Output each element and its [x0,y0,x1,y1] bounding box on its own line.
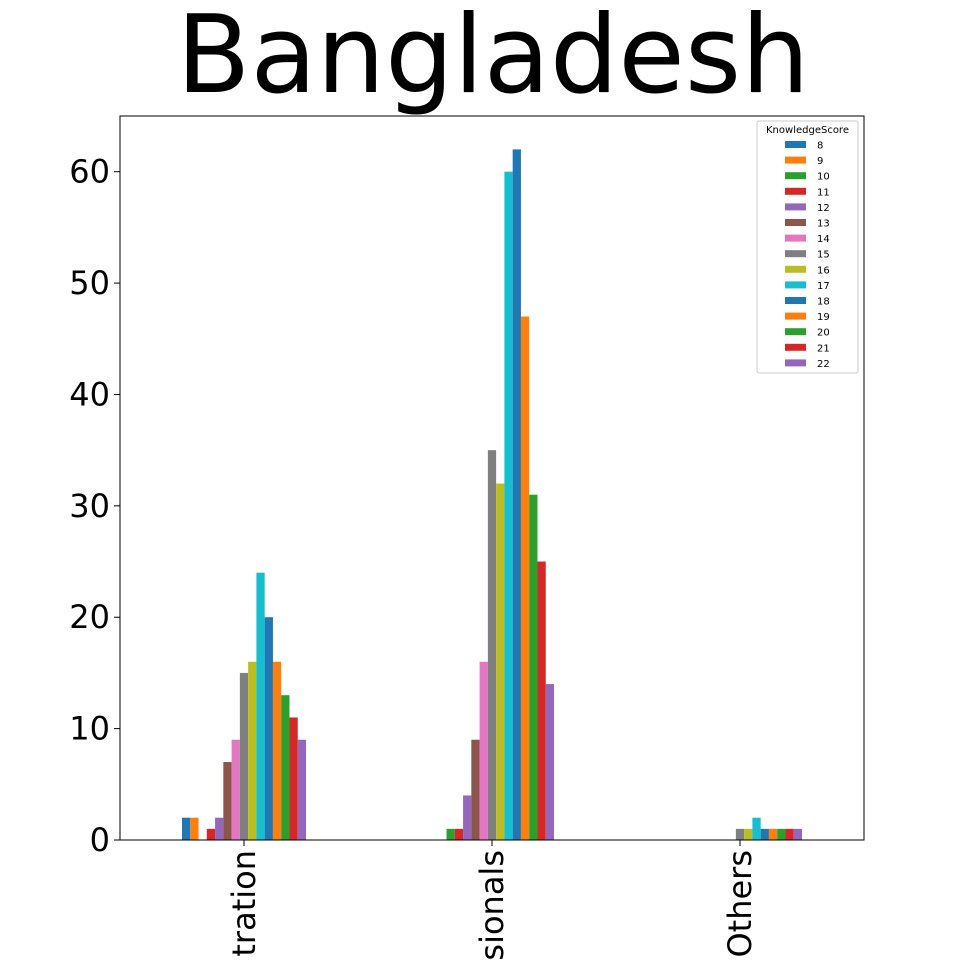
legend-label: 15 [817,250,830,261]
bar-sionals-score-14 [479,661,488,840]
y-axis: 0 10 20 30 40 50 60 [69,153,120,859]
legend-swatch [785,250,806,258]
legend-swatch [785,328,806,336]
legend-label: 8 [817,141,823,152]
bar-tration-score-8 [182,817,191,840]
legend-label: 11 [817,187,830,198]
bar-Others-score-19 [768,828,778,840]
legend-swatch [785,281,806,289]
bar-sionals-score-13 [471,739,480,840]
bar-tration-score-20 [281,695,290,840]
legend-swatch [785,203,806,211]
bar-Others-score-18 [760,828,769,840]
chart-title: Bangladesh [176,0,809,118]
bar-tration-score-18 [264,617,273,840]
legend-swatch [785,359,806,367]
bar-sionals-score-17 [504,171,513,840]
legend-label: 9 [817,156,823,167]
bar-sionals-score-21 [537,561,546,840]
legend: KnowledgeScore 8 9 10 11 12 13 14 15 16 17 18 19 20 2… [756,120,859,374]
y-tick-label: 40 [69,375,110,413]
legend-swatch [785,187,806,195]
legend-label: 17 [817,281,830,292]
bar-sionals-score-15 [487,450,497,840]
y-tick-label: 20 [69,598,110,636]
bars-group [182,149,802,841]
legend-swatch [785,141,806,148]
legend-label: 19 [817,312,830,323]
legend-box [756,120,859,374]
bar-tration-score-22 [297,739,306,840]
bar-sionals-score-12 [463,795,472,840]
bar-tration-score-12 [215,817,224,840]
legend-label: 20 [817,328,830,339]
x-tick-label: Others [721,850,759,958]
bar-sionals-score-16 [496,483,505,840]
bar-sionals-score-18 [512,149,521,841]
bar-Others-score-21 [785,828,794,840]
legend-swatch [785,312,806,320]
bar-Others-score-16 [744,828,753,840]
bar-Others-score-20 [777,828,786,840]
bar-tration-score-19 [272,661,282,840]
bar-Others-score-22 [793,828,802,840]
legend-items: 8 9 10 11 12 13 14 15 16 17 18 19 20 21 22 [785,141,830,370]
y-tick-label: 50 [69,264,110,302]
bar-tration-score-11 [206,828,216,840]
x-tick-label: sionals [473,850,511,960]
legend-swatch [785,265,806,273]
bar-sionals-score-22 [545,684,554,840]
legend-label: 12 [817,203,830,214]
legend-swatch [785,297,806,304]
legend-label: 22 [817,359,830,370]
y-tick-label: 30 [69,487,110,525]
legend-swatch [785,343,806,351]
legend-title: KnowledgeScore [766,125,849,136]
bar-sionals-score-11 [454,828,464,840]
legend-label: 13 [817,219,830,230]
legend-swatch [785,234,806,242]
bar-tration-score-21 [289,717,298,840]
bar-sionals-score-19 [520,316,530,840]
bar-tration-score-16 [248,661,257,840]
legend-label: 16 [817,265,830,276]
bar-tration-score-14 [231,739,240,840]
bar-tration-score-13 [223,762,232,840]
bar-sionals-score-10 [446,828,455,840]
legend-label: 10 [817,172,830,183]
bar-tration-score-15 [239,672,249,840]
legend-swatch [785,172,806,180]
bar-sionals-score-20 [529,494,538,840]
legend-label: 21 [817,343,830,354]
bar-Others-score-15 [735,828,745,840]
y-tick-label: 0 [90,821,110,859]
bar-Others-score-17 [752,817,761,840]
legend-label: 18 [817,297,830,308]
y-tick-label: 60 [69,153,110,191]
bar-tration-score-9 [190,817,199,840]
legend-label: 14 [817,234,830,245]
x-tick-label: tration [225,850,263,957]
legend-swatch [785,156,806,164]
y-tick-label: 10 [69,710,110,748]
x-axis: tration sionals Others [225,840,759,960]
legend-swatch [785,219,806,226]
bar-tration-score-17 [256,572,265,840]
